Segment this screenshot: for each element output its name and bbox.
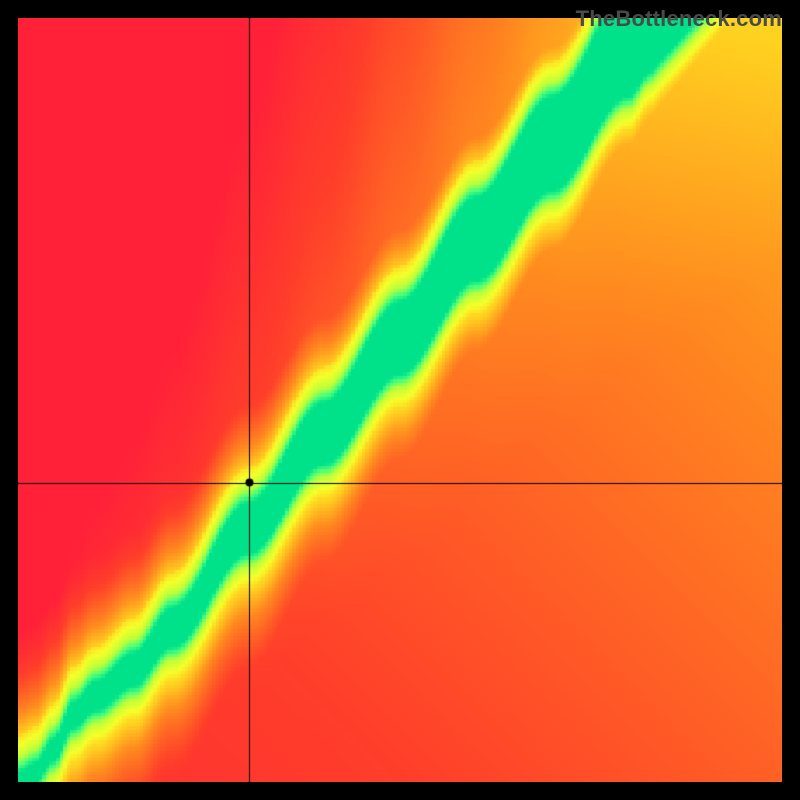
watermark-text: TheBottleneck.com — [576, 6, 782, 32]
crosshair-overlay — [18, 18, 782, 782]
